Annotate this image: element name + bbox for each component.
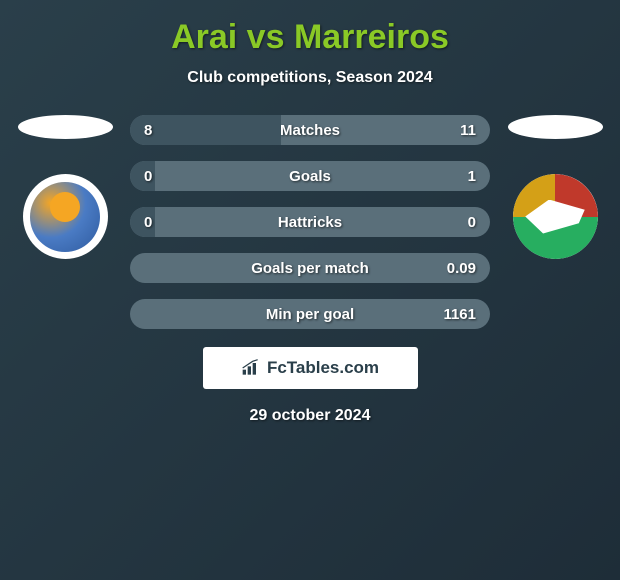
team-left-logo — [23, 174, 108, 259]
team-right-column — [500, 115, 610, 259]
stat-label: Hattricks — [278, 214, 342, 231]
logo-quad-icon — [513, 217, 556, 260]
stat-row-goals: 0 Goals 1 — [130, 161, 490, 191]
stat-label: Min per goal — [266, 306, 354, 323]
stat-right-value: 1 — [468, 168, 476, 185]
chart-icon — [241, 359, 261, 377]
team-left-column — [10, 115, 120, 259]
stats-list: 8 Matches 11 0 Goals 1 0 Hattricks 0 Goa… — [130, 115, 490, 329]
logo-quad-icon — [513, 174, 556, 217]
stat-row-goals-per-match: Goals per match 0.09 — [130, 253, 490, 283]
stat-right-value: 0.09 — [447, 260, 476, 277]
stat-fill — [130, 115, 281, 145]
stat-right-value: 0 — [468, 214, 476, 231]
stat-row-matches: 8 Matches 11 — [130, 115, 490, 145]
flag-right-icon — [508, 115, 603, 139]
comparison-section: 8 Matches 11 0 Goals 1 0 Hattricks 0 Goa… — [0, 115, 620, 329]
footer-date: 29 october 2024 — [250, 407, 371, 425]
branding-badge[interactable]: FcTables.com — [203, 347, 418, 389]
team-right-logo-inner — [513, 174, 598, 259]
flag-left-icon — [18, 115, 113, 139]
stat-row-hattricks: 0 Hattricks 0 — [130, 207, 490, 237]
stat-left-value: 0 — [144, 168, 152, 185]
stat-label: Matches — [280, 122, 340, 139]
stat-right-value: 11 — [460, 122, 476, 139]
page-title: Arai vs Marreiros — [171, 18, 449, 57]
team-right-logo — [513, 174, 598, 259]
stat-label: Goals per match — [251, 260, 369, 277]
main-container: Arai vs Marreiros Club competitions, Sea… — [0, 0, 620, 435]
team-left-logo-inner — [30, 182, 100, 252]
logo-quad-icon — [555, 174, 598, 217]
branding-label: FcTables.com — [267, 358, 379, 378]
stat-left-value: 0 — [144, 214, 152, 231]
page-subtitle: Club competitions, Season 2024 — [187, 69, 432, 87]
stat-left-value: 8 — [144, 122, 152, 139]
stat-row-min-per-goal: Min per goal 1161 — [130, 299, 490, 329]
stat-right-value: 1161 — [443, 306, 476, 323]
stat-label: Goals — [289, 168, 331, 185]
logo-quad-icon — [555, 217, 598, 260]
